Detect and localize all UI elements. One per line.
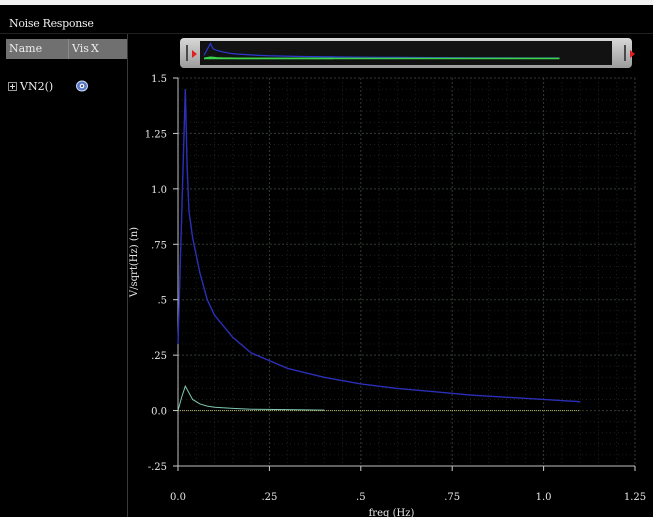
y-tick-label: .25 xyxy=(151,351,167,362)
arrow-right-icon xyxy=(630,50,635,58)
x-tick-label: .75 xyxy=(444,492,460,503)
y-tick-label: -.25 xyxy=(148,462,167,473)
y-tick-label: 1.0 xyxy=(151,185,167,196)
zoom-handle-right[interactable] xyxy=(615,41,635,65)
window-top-border xyxy=(0,0,653,5)
x-axis-label: freq (Hz) xyxy=(369,508,415,517)
expand-plus-icon[interactable] xyxy=(8,81,17,91)
x-tick-label: .5 xyxy=(356,492,366,503)
noise-plot[interactable]: 0.0 .25 .5 .75 1.0 1.25 1.5 1.25 1.0 .75 .5 .25 0.0 -… xyxy=(128,34,653,517)
series-line xyxy=(177,89,581,403)
x-tick-label: 1.25 xyxy=(624,492,646,503)
title-bar: Noise Response xyxy=(0,5,653,34)
x-tick-label: 1.0 xyxy=(536,492,552,503)
arrow-right-icon xyxy=(192,50,197,58)
column-header-vis[interactable]: Vis xyxy=(72,42,89,55)
signal-list-panel: Name Vis X VN2() xyxy=(0,34,128,517)
y-tick-label: 1.25 xyxy=(145,129,167,140)
signal-row-vn2[interactable]: VN2() xyxy=(6,78,127,96)
column-header-name[interactable]: Name xyxy=(9,42,43,55)
y-tick-label: 1.5 xyxy=(151,74,167,85)
eye-icon[interactable] xyxy=(75,80,89,92)
handle-grip xyxy=(186,45,188,61)
y-tick-label: .75 xyxy=(151,240,167,251)
column-divider[interactable] xyxy=(68,39,69,59)
chart-area: 0.0 .25 .5 .75 1.0 1.25 1.5 1.25 1.0 .75 .5 .25 0.0 -… xyxy=(128,34,653,517)
signal-label: VN2() xyxy=(20,80,54,93)
column-header-x[interactable]: X xyxy=(91,42,99,55)
zoom-handle-left[interactable] xyxy=(183,41,197,65)
y-tick-label: 0.0 xyxy=(151,407,167,418)
overview-plot xyxy=(203,42,560,60)
x-tick-label: .25 xyxy=(261,492,277,503)
y-tick-label: .5 xyxy=(157,296,167,307)
window-title: Noise Response xyxy=(9,17,94,30)
handle-grip xyxy=(624,45,626,61)
overview-preview xyxy=(200,41,612,65)
x-tick-label: 0.0 xyxy=(170,492,186,503)
signal-list-header: Name Vis X xyxy=(6,39,127,59)
overview-scrollbar[interactable] xyxy=(180,38,635,68)
series-line xyxy=(177,384,325,411)
y-axis-label: V/sqrt(Hz) (n) xyxy=(129,227,140,298)
